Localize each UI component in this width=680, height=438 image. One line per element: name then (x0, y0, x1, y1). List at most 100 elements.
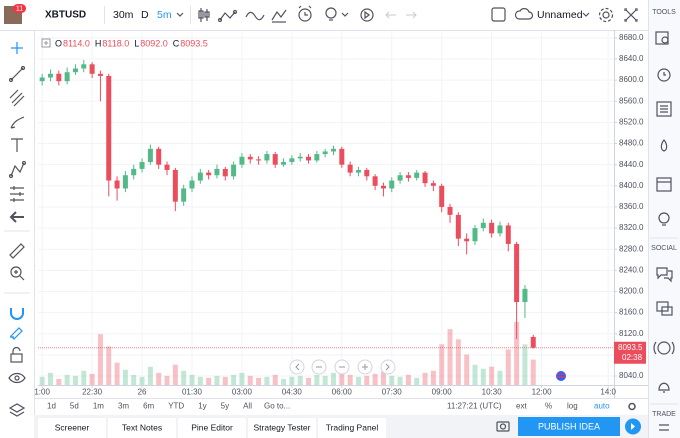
range-button[interactable]: 1m (93, 402, 104, 411)
volume-bar (181, 370, 187, 385)
volume-bar (514, 322, 520, 385)
x-tick-label: 22:30 (82, 388, 103, 397)
legend-value: 8093.5 (180, 38, 208, 48)
scale-option[interactable]: auto (594, 402, 610, 411)
scale-option[interactable]: log (567, 402, 578, 411)
candle-body (314, 154, 320, 161)
x-tick-label: 04:30 (282, 388, 303, 397)
layout-name[interactable]: Unnamed (537, 9, 583, 21)
legend-toggle[interactable] (41, 38, 51, 48)
range-button[interactable]: 3m (118, 402, 129, 411)
indicators-icon[interactable] (217, 9, 238, 23)
tabs: Screener Text Notes Pine Editor Strategy Te… (38, 418, 386, 438)
y-tick-label: 8480.0 (619, 139, 644, 148)
publish-button[interactable] (518, 417, 620, 436)
volume-bar (497, 370, 503, 385)
replay-icon[interactable] (360, 8, 374, 22)
redo-icon[interactable] (406, 11, 417, 19)
candle-body (206, 172, 212, 176)
tab[interactable] (248, 418, 316, 438)
volume-bar (272, 374, 278, 385)
maximize-icon[interactable] (624, 8, 638, 22)
trade-icon[interactable] (659, 424, 669, 431)
range-button[interactable]: YTD (168, 402, 184, 411)
dropdown-icon[interactable] (582, 12, 590, 17)
interval[interactable]: D (141, 9, 149, 21)
volume-bar (56, 378, 62, 385)
y-tick-label: 8440.0 (619, 160, 644, 169)
flag-icon[interactable] (556, 371, 566, 381)
zoom-controls[interactable] (289, 359, 396, 375)
volume-bar (530, 359, 536, 385)
candle-body (239, 156, 245, 165)
tab[interactable] (108, 418, 176, 438)
candle-body (172, 169, 178, 202)
y-tick-label: 8640.0 (619, 54, 644, 63)
scale-option[interactable]: ext (516, 402, 527, 411)
candle-body (131, 168, 137, 176)
candle-body (56, 73, 62, 82)
range-button[interactable]: 1d (47, 402, 56, 411)
badge (13, 4, 26, 13)
settings-icon[interactable] (598, 7, 614, 23)
range-button[interactable]: 5d (70, 402, 79, 411)
interval[interactable]: 30m (113, 9, 134, 21)
y-tick-label: 8280.0 (619, 244, 644, 253)
volume-bar (414, 377, 420, 385)
volume-bar (372, 373, 378, 385)
sidebar-icons[interactable] (653, 267, 675, 393)
candle-body (97, 73, 103, 76)
x-tick-label: 26 (138, 388, 147, 397)
candle-body (489, 222, 495, 234)
goto-button[interactable]: Go to... (264, 402, 290, 411)
range-button[interactable]: 1y (198, 402, 206, 411)
dropdown-icon[interactable] (176, 12, 184, 17)
tab[interactable] (38, 418, 106, 438)
x-tick-label: 1:00 (34, 388, 50, 397)
volume-bar (114, 362, 120, 385)
interval-active[interactable]: 5m (157, 9, 172, 21)
candle-body (347, 164, 353, 173)
symbol[interactable]: XBTUSD (45, 10, 86, 21)
dropdown-icon[interactable] (341, 12, 349, 17)
candle-body (422, 172, 428, 184)
drawing-tools[interactable] (8, 42, 27, 417)
range-button[interactable]: All (243, 402, 252, 411)
sidebar-section: TRADE (652, 411, 676, 418)
volume-bar (380, 371, 386, 385)
grid (38, 31, 614, 385)
candle-body (72, 68, 78, 73)
volume-bar (222, 376, 228, 385)
undo-icon[interactable] (385, 11, 396, 19)
candle-body (289, 158, 295, 163)
candle-body (181, 188, 187, 202)
compare-icon[interactable] (245, 11, 265, 21)
range-button[interactable]: 5y (221, 402, 229, 411)
legend-key: C (173, 38, 180, 48)
tab-label: Screener (55, 422, 90, 432)
volume-bar (314, 374, 320, 385)
candle-body (414, 172, 420, 178)
sidebar-icons[interactable] (655, 31, 672, 226)
scale-option[interactable]: % (545, 402, 552, 411)
tab[interactable] (178, 418, 246, 438)
legend-key: L (134, 38, 139, 48)
legend-value: 8118.0 (102, 38, 129, 48)
countdown: 02:38 (622, 353, 643, 362)
right-sidebar (648, 0, 680, 438)
snapshot-icon[interactable] (496, 421, 510, 432)
templates-icon[interactable] (271, 9, 287, 23)
range-button[interactable]: 6m (143, 402, 154, 411)
volume-bar (247, 375, 253, 385)
axis-settings[interactable] (628, 402, 636, 411)
alert-icon[interactable] (298, 5, 312, 22)
candle-type-icon[interactable] (198, 8, 210, 22)
bulb-icon[interactable] (325, 7, 337, 21)
fullscreen-box[interactable] (491, 7, 506, 22)
y-tick-label: 8040.0 (619, 371, 644, 380)
tab[interactable] (318, 418, 386, 438)
cloud-icon[interactable] (514, 8, 534, 20)
legend-value: 8114.0 (63, 38, 90, 48)
volume-bar (322, 375, 328, 385)
